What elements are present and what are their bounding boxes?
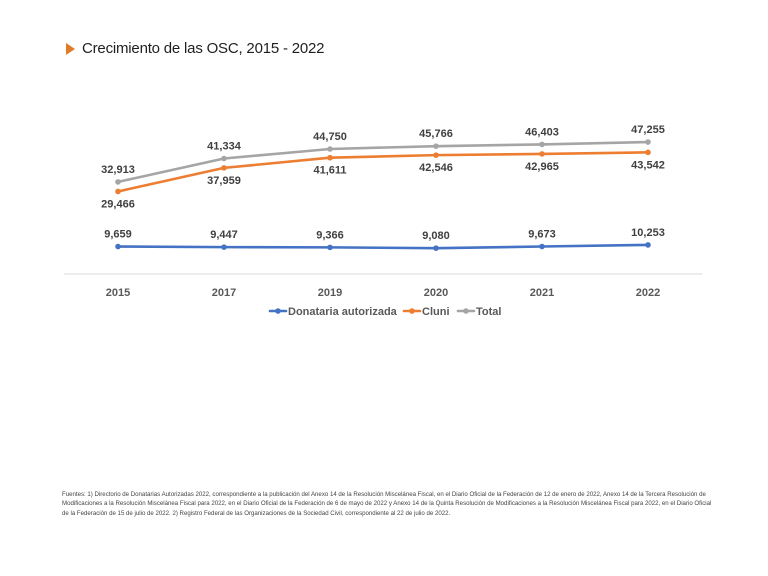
- data-label-2-4: 46,403: [525, 126, 559, 138]
- data-label-1-3: 42,546: [419, 162, 453, 174]
- data-label-2-3: 45,766: [419, 128, 453, 140]
- legend-label-0: Donataria autorizada: [288, 306, 398, 318]
- series-line-2: [116, 140, 650, 184]
- data-point-0-4: [539, 243, 545, 250]
- data-label-0-4: 9,673: [528, 229, 556, 241]
- data-point-0-2: [327, 244, 333, 251]
- line-chart: 2015 2017 2019 2020 2021 2022 9,659 9,447 9,366 9…: [64, 124, 702, 318]
- data-label-1-4: 42,965: [525, 161, 559, 173]
- legend-label-2: Total: [476, 306, 501, 318]
- data-label-2-2: 44,750: [313, 131, 347, 143]
- chart-title-row: Crecimiento de las OSC, 2015 - 2022: [66, 40, 324, 57]
- data-label-1-0: 29,466: [101, 198, 135, 210]
- data-label-2-0: 32,913: [101, 164, 135, 176]
- data-label-1-5: 43,542: [631, 159, 665, 171]
- data-point-0-1: [221, 244, 227, 250]
- chart-title: Crecimiento de las OSC, 2015 - 2022: [82, 40, 325, 57]
- series-line-0: [116, 243, 650, 250]
- data-point-2-5: [645, 139, 651, 145]
- data-point-1-3: [433, 152, 439, 158]
- data-point-2-1: [221, 155, 227, 162]
- data-point-1-0: [115, 188, 121, 195]
- data-point-0-5: [645, 242, 651, 248]
- data-point-2-4: [539, 141, 545, 148]
- data-point-2-3: [433, 143, 439, 149]
- legend-marker-1: [409, 308, 415, 314]
- x-tick-label-2017: 2017: [212, 287, 236, 299]
- x-tick-label-2022: 2022: [636, 287, 660, 299]
- data-label-0-3: 9,080: [422, 230, 450, 242]
- data-point-1-5: [645, 149, 651, 156]
- x-tick-label-2019: 2019: [318, 287, 342, 299]
- data-label-2-1: 41,334: [207, 140, 242, 152]
- triangle-bullet-icon: [66, 42, 75, 55]
- legend-marker-0: [275, 308, 281, 314]
- data-point-1-4: [539, 151, 545, 157]
- data-label-0-0: 9,659: [104, 229, 132, 241]
- data-point-1-1: [221, 165, 227, 171]
- data-label-1-1: 37,959: [207, 175, 241, 187]
- sources-footnote: Fuentes: 1) Directorio de Donatarias Aut…: [62, 491, 712, 517]
- data-point-0-3: [433, 245, 439, 251]
- series-line-1: [116, 151, 650, 193]
- data-point-2-0: [115, 179, 121, 185]
- x-tick-label-2020: 2020: [424, 287, 448, 299]
- x-tick-label-2015: 2015: [106, 287, 130, 299]
- data-label-0-5: 10,253: [631, 227, 665, 239]
- data-label-1-2: 41,611: [313, 165, 346, 177]
- data-label-0-1: 9,447: [210, 229, 238, 241]
- data-label-0-2: 9,366: [316, 229, 344, 241]
- data-label-2-5: 47,255: [631, 124, 665, 136]
- x-tick-label-2021: 2021: [530, 287, 554, 299]
- data-point-0-0: [115, 243, 121, 250]
- data-point-1-2: [327, 154, 333, 161]
- data-point-2-2: [327, 146, 333, 152]
- legend-marker-2: [463, 308, 469, 314]
- legend-label-1: Cluni: [422, 306, 450, 318]
